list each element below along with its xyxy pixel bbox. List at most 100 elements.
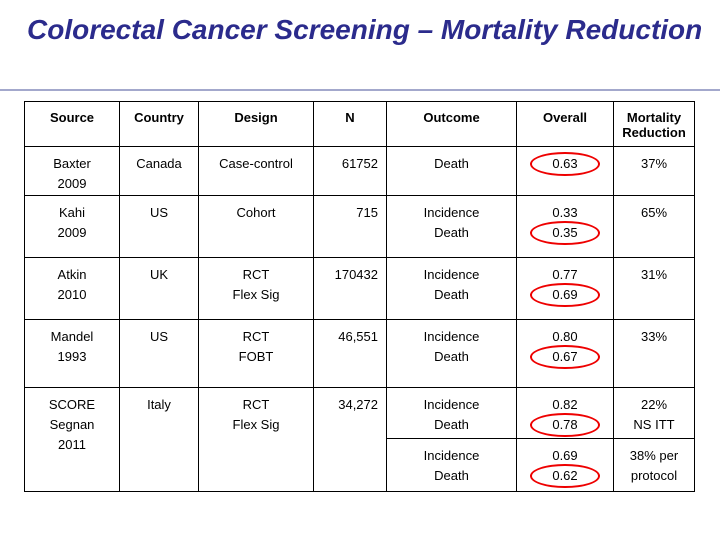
table-row: Incidence Death 0.69 0.62 38% per protocol — [25, 438, 695, 492]
cell-line: 61752 — [316, 154, 378, 174]
cell-text: Death — [434, 417, 469, 432]
table-cell: Atkin 2010 — [24, 257, 120, 320]
table-cell: US — [119, 319, 199, 388]
header-cell: Mortality Reduction — [613, 101, 695, 147]
cell-text: 37% — [640, 156, 668, 171]
header-cell: Outcome — [386, 101, 517, 147]
cell-line: 2011 — [27, 435, 117, 455]
table-row: Kahi 2009 US Cohort 715 Incidence Death 0.33 0.3… — [24, 195, 695, 258]
header-cell: Country — [119, 101, 199, 147]
cell-line: Incidence — [389, 265, 514, 285]
cell-line: Canada — [122, 154, 196, 174]
cell-line: 2009 — [27, 174, 117, 194]
cell-text: 61752 — [341, 156, 378, 171]
cell-line: 0.67 — [519, 345, 611, 369]
cell-line: 65% — [616, 203, 692, 223]
table-cell: Italy — [119, 387, 199, 492]
cell-line: FOBT — [201, 347, 311, 367]
cell-line: US — [122, 327, 196, 347]
cell-line: Flex Sig — [201, 415, 311, 435]
cell-line: 31% — [616, 265, 692, 285]
cell-line: Incidence — [389, 203, 514, 223]
cell-line: 34,272 — [316, 395, 378, 415]
cell-line: 0.35 — [519, 221, 611, 245]
cell-text: 715 — [356, 205, 378, 220]
cell-line: 0.82 — [519, 395, 611, 415]
table-cell: RCT Flex Sig — [198, 387, 314, 492]
cell-text: Incidence — [423, 267, 480, 282]
cell-text: 0.77 — [552, 267, 578, 282]
cell-text: Death — [434, 468, 469, 483]
cell-line: Incidence — [389, 395, 514, 415]
circled-value: 0.62 — [530, 464, 600, 488]
table-cell: US — [119, 195, 199, 258]
cell-text: 1993 — [57, 349, 87, 364]
table-row: Atkin 2010 UK RCT Flex Sig 170432 Incidence Dea… — [24, 257, 695, 320]
cell-text: Death — [434, 287, 469, 302]
table-cell: 61752 — [313, 146, 387, 196]
table-cell: 31% — [613, 257, 695, 320]
table-cell: Baxter 2009 — [24, 146, 120, 196]
table-row: Baxter 2009 Canada Case-control 61752 Death 0.… — [24, 146, 695, 196]
cell-text: 0.33 — [552, 205, 578, 220]
table-cell: RCT FOBT — [198, 319, 314, 388]
cell-line: Baxter — [27, 154, 117, 174]
cell-text: Death — [434, 156, 469, 171]
header-cell: Overall — [516, 101, 614, 147]
cell-text: Case-control — [219, 156, 293, 171]
cell-text: Italy — [147, 397, 171, 412]
circled-value: 0.67 — [530, 345, 600, 369]
cell-text: Mandel — [50, 329, 94, 344]
table-cell: 46,551 — [313, 319, 387, 388]
table-cell: Mandel 1993 — [24, 319, 120, 388]
cell-text: Incidence — [423, 329, 480, 344]
cell-line: Case-control — [201, 154, 311, 174]
cell-line: RCT — [201, 265, 311, 285]
cell-line: Death — [389, 223, 514, 243]
cell-line: 0.78 — [519, 413, 611, 437]
table-cell: 38% per protocol — [613, 438, 695, 492]
cell-text: SCORE — [48, 397, 96, 412]
cell-line: 37% — [616, 154, 692, 174]
header-row: Source Country Design N Outcome Overall Mortal… — [24, 101, 695, 147]
cell-line: 33% — [616, 327, 692, 347]
cell-text: Canada — [136, 156, 182, 171]
cell-text: Incidence — [423, 448, 480, 463]
table-cell: RCT Flex Sig — [198, 257, 314, 320]
cell-text: 0.69 — [552, 448, 578, 463]
cell-line: Death — [389, 347, 514, 367]
circled-value: 0.69 — [530, 283, 600, 307]
cell-line: Italy — [122, 395, 196, 415]
cell-line: US — [122, 203, 196, 223]
cell-line: 22% — [616, 395, 692, 415]
cell-text: Flex Sig — [232, 417, 280, 432]
cell-line: Cohort — [201, 203, 311, 223]
table-cell: Cohort — [198, 195, 314, 258]
table-cell: UK — [119, 257, 199, 320]
cell-line: protocol — [616, 466, 692, 486]
cell-text: 33% — [640, 329, 668, 344]
cell-line: Kahi — [27, 203, 117, 223]
cell-text: RCT — [242, 267, 270, 282]
table-cell: Case-control — [198, 146, 314, 196]
cell-line: Flex Sig — [201, 285, 311, 305]
cell-text: 0.80 — [552, 329, 578, 344]
cell-text: 2009 — [57, 225, 87, 240]
cell-text: RCT — [242, 397, 270, 412]
table-cell: 65% — [613, 195, 695, 258]
cell-text: RCT — [242, 329, 270, 344]
table-cell: 22% NS ITT — [613, 387, 695, 439]
cell-line: 38% per — [616, 446, 692, 466]
table-cell: Incidence Death — [386, 257, 517, 320]
cell-line: SCORE — [27, 395, 117, 415]
cell-line: Death — [389, 285, 514, 305]
table-cell: Kahi 2009 — [24, 195, 120, 258]
cell-line: 1993 — [27, 347, 117, 367]
header-cell: N — [313, 101, 387, 147]
cell-text: Kahi — [58, 205, 86, 220]
circled-value: 0.78 — [530, 413, 600, 437]
table-cell: 0.33 0.35 — [516, 195, 614, 258]
table-cell: Death — [386, 146, 517, 196]
cell-line: Atkin — [27, 265, 117, 285]
